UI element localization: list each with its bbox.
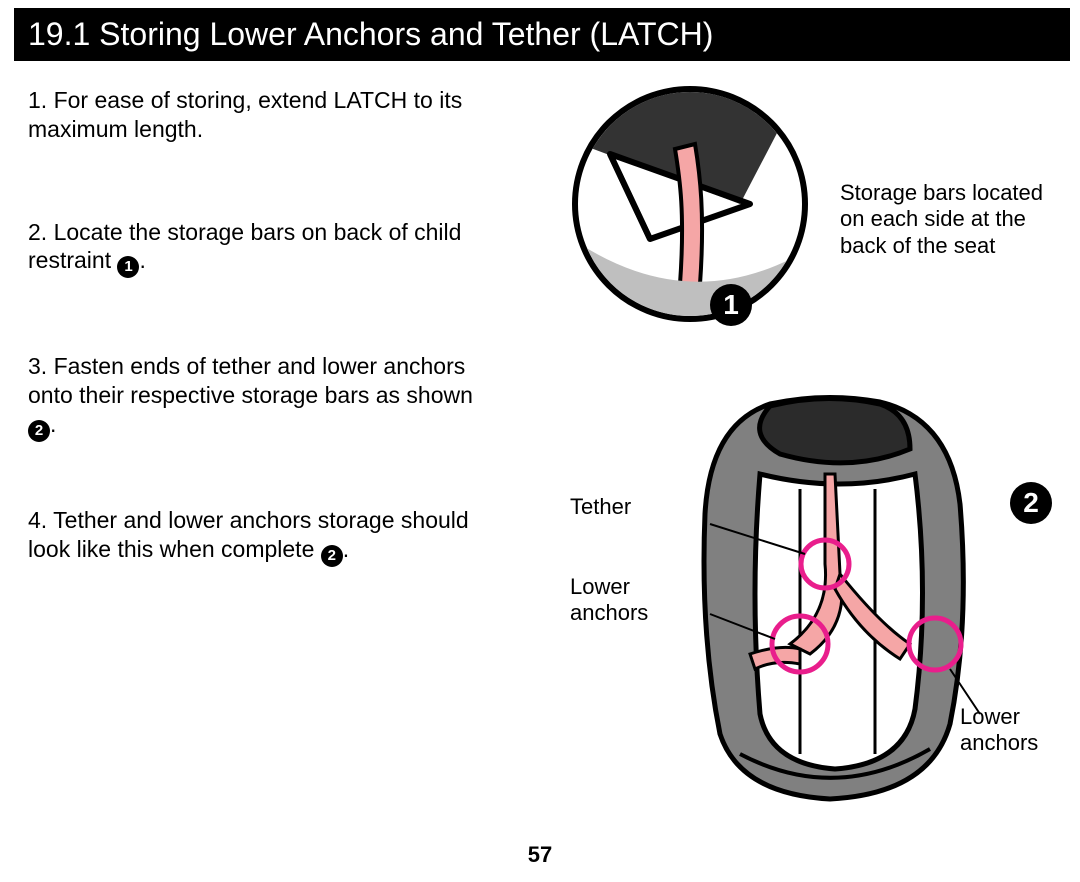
instructions-column: 1. For ease of storing, extend LATCH to … <box>28 86 508 641</box>
label-lower-anchors-left: Lower anchors <box>570 574 660 627</box>
figure-1-bubble: 1 <box>710 284 752 326</box>
bubble-2-inline: 2 <box>28 420 50 442</box>
page-number: 57 <box>0 842 1080 868</box>
figures-column: 1 Storage bars located on each side at t… <box>540 84 1060 824</box>
figure-2-bubble: 2 <box>1010 482 1052 524</box>
step-1: 1. For ease of storing, extend LATCH to … <box>28 86 508 144</box>
label-tether: Tether <box>570 494 631 520</box>
bubble-2-inline-b: 2 <box>321 545 343 567</box>
figure-2-svg <box>650 394 1010 814</box>
section-title: 19.1 Storing Lower Anchors and Tether (L… <box>28 16 713 52</box>
figure-1: 1 Storage bars located on each side at t… <box>540 84 1060 384</box>
step-4: 4. Tether and lower anchors storage shou… <box>28 506 508 567</box>
figure-1-svg <box>540 84 830 344</box>
step-3: 3. Fasten ends of tether and lower ancho… <box>28 352 508 442</box>
figure-2: 2 Tether Lower anchors Lower anchors <box>540 394 1060 824</box>
bubble-1-inline: 1 <box>117 256 139 278</box>
label-lower-anchors-right: Lower anchors <box>960 704 1060 757</box>
section-header: 19.1 Storing Lower Anchors and Tether (L… <box>14 8 1070 61</box>
step-2: 2. Locate the storage bars on back of ch… <box>28 218 508 279</box>
figure-1-caption: Storage bars located on each side at the… <box>840 180 1050 259</box>
